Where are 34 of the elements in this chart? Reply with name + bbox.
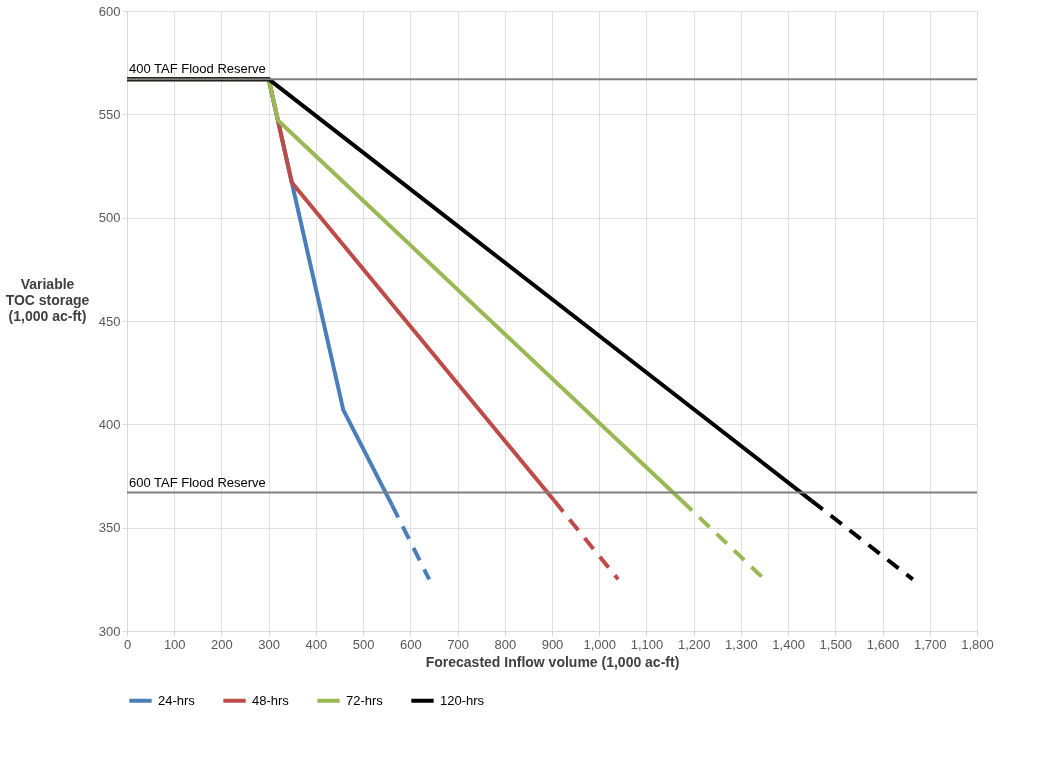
- y-tick-label: 300: [98, 623, 121, 639]
- x-tick-label: 1,600: [866, 636, 900, 652]
- x-tick-label: 0: [123, 636, 132, 652]
- x-tick-label: 600: [399, 636, 422, 652]
- x-tick-label: 1,400: [772, 636, 805, 652]
- legend-label: 120-hrs: [440, 692, 485, 708]
- x-axis-title: Forecasted Inflow volume (1,000 ac-ft): [425, 653, 680, 670]
- y-tick-label: 500: [98, 210, 121, 226]
- ref-line-label: 600 TAF Flood Reserve: [129, 474, 266, 490]
- x-tick-label: 500: [352, 636, 375, 652]
- x-tick-label: 100: [163, 636, 186, 652]
- x-tick-label: 400: [305, 636, 328, 652]
- x-tick-label: 1,500: [819, 636, 853, 652]
- x-tick-label: 800: [494, 636, 517, 652]
- legend-label: 72-hrs: [346, 692, 384, 708]
- x-tick-label: 900: [541, 636, 564, 652]
- x-tick-label: 1,800: [961, 636, 994, 652]
- legend-label: 24-hrs: [158, 692, 196, 708]
- ref-line-label: 400 TAF Flood Reserve: [129, 61, 266, 77]
- legend-label: 48-hrs: [252, 692, 290, 708]
- x-tick-label: 200: [211, 636, 233, 652]
- x-tick-label: 1,200: [677, 636, 711, 652]
- y-tick-label: 550: [98, 106, 121, 122]
- y-tick-label: 600: [98, 3, 121, 19]
- y-tick-label: 350: [98, 520, 121, 536]
- y-axis-title: Variable TOC storage (1,000 ac-ft): [5, 275, 90, 324]
- x-tick-label: 1,100: [630, 636, 664, 652]
- x-tick-label: 1,700: [914, 636, 947, 652]
- x-tick-label: 700: [447, 636, 469, 652]
- x-tick-label: 300: [258, 636, 281, 652]
- x-tick-label: 1,000: [583, 636, 616, 652]
- y-tick-label: 400: [98, 416, 121, 432]
- x-tick-label: 1,300: [725, 636, 758, 652]
- y-tick-label: 450: [98, 313, 121, 329]
